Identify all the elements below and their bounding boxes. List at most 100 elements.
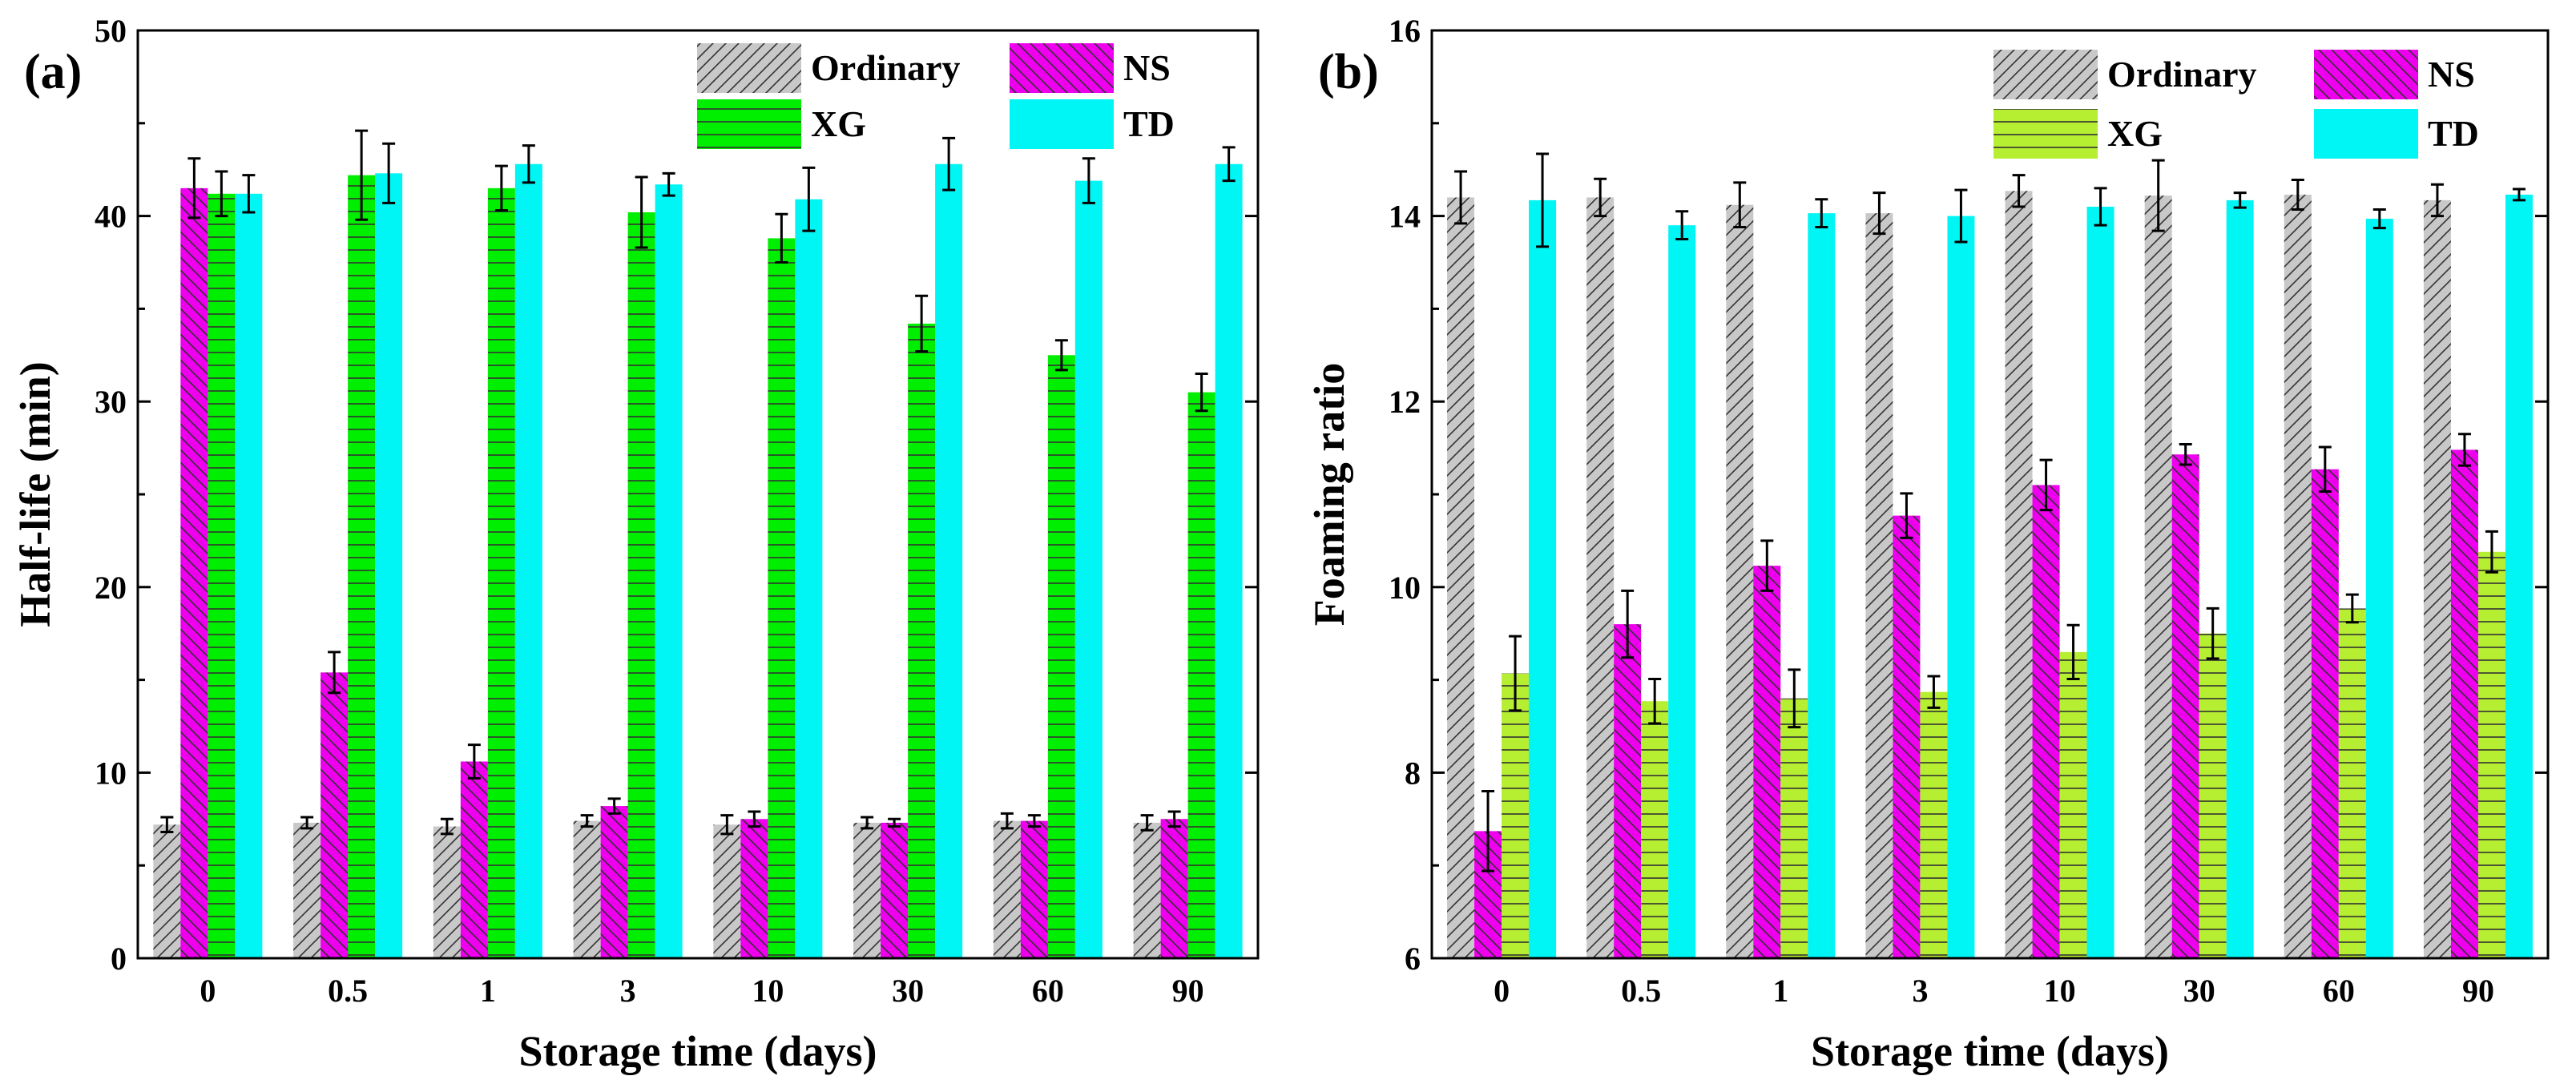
legend-label-xg: XG (811, 103, 866, 144)
error-bar (2430, 183, 2444, 218)
bar-ordinary-1 (1726, 204, 1754, 959)
legend-swatch-td (1010, 99, 1114, 149)
error-bar (1621, 589, 1635, 659)
bar-ns-1 (1753, 566, 1781, 958)
bar-td-30 (2226, 199, 2254, 958)
bar-ordinary-0.5 (1586, 197, 1615, 958)
bar-ns-10 (740, 819, 768, 958)
error-bar (1195, 372, 1208, 413)
y-tick-label: 10 (1389, 570, 1421, 606)
error-bar (888, 817, 901, 828)
error-bar (2318, 445, 2332, 494)
error-bar (1594, 177, 1607, 218)
x-tick-label: 30 (2183, 973, 2215, 1009)
legend-label-td: TD (1123, 103, 1175, 144)
legend-label-td: TD (2428, 113, 2479, 154)
legend-swatch-ns (1010, 43, 1114, 93)
error-bar (662, 171, 675, 197)
error-bar (2233, 191, 2247, 209)
bar-td-1 (1808, 213, 1836, 959)
y-tick-label: 50 (95, 13, 127, 49)
error-bar (1509, 635, 1522, 712)
bar-td-10 (795, 199, 823, 959)
error-bar (2512, 187, 2526, 202)
y-tick-label: 0 (111, 941, 127, 977)
y-tick-label: 14 (1389, 199, 1421, 235)
error-bar (1222, 146, 1236, 183)
error-bar (2372, 208, 2386, 230)
bar-td-0.5 (375, 173, 403, 958)
error-bar (2012, 174, 2026, 208)
x-tick-label: 3 (1912, 973, 1928, 1009)
x-tick-label: 10 (2044, 973, 2076, 1009)
bar-ns-90 (1160, 819, 1188, 958)
bar-xg-10 (768, 238, 796, 959)
error-bar (467, 743, 481, 780)
y-tick-label: 30 (95, 384, 127, 420)
error-bar (494, 164, 508, 212)
error-bar (802, 166, 816, 232)
bar-ns-60 (1020, 820, 1048, 958)
error-bar (2179, 442, 2192, 466)
bar-ordinary-0 (1447, 197, 1475, 958)
bar-ordinary-0.5 (293, 822, 321, 958)
bar-ns-60 (2311, 469, 2339, 958)
error-bar (1140, 814, 1154, 832)
error-bar (915, 294, 929, 353)
error-bar (300, 816, 314, 830)
error-bar (2345, 593, 2359, 624)
error-bar (1927, 675, 1941, 709)
bar-ordinary-90 (1133, 822, 1161, 958)
legend-swatch-ns (2314, 50, 2418, 99)
x-tick-label: 3 (620, 973, 636, 1009)
error-bar (2151, 159, 2165, 232)
error-bar (187, 157, 201, 220)
bar-ns-0.5 (320, 672, 349, 958)
error-bar (635, 175, 648, 249)
y-tick-label: 40 (95, 199, 127, 235)
error-bar (1167, 810, 1181, 828)
error-bar (2206, 606, 2219, 660)
bar-xg-1 (487, 187, 515, 959)
legend-swatch-xg (1993, 109, 2098, 159)
legend-swatch-ordinary (697, 43, 801, 93)
error-bar (2291, 178, 2304, 211)
error-bar (1648, 677, 1662, 725)
error-bar (160, 816, 174, 834)
error-bar (1082, 157, 1095, 204)
bar-td-10 (2086, 207, 2114, 958)
bar-td-60 (2365, 219, 2393, 959)
legend-label-ordinary: Ordinary (2107, 54, 2257, 95)
bar-ns-3 (600, 806, 628, 958)
x-axis-title: Storage time (days) (1811, 1027, 2169, 1075)
error-bar (1733, 181, 1747, 228)
error-bar (522, 144, 535, 184)
error-bar (2039, 458, 2053, 512)
bar-ns-0.5 (1614, 624, 1642, 958)
bar-ordinary-3 (1865, 213, 1893, 959)
x-tick-label: 1 (480, 973, 496, 1009)
y-axis-title: Foaming ratio (1305, 363, 1353, 626)
legend-swatch-td (2314, 109, 2418, 159)
panel-a: 0 10 20 30 40 50 0 0.5 1 3 10 30 60 90 Ordinary NS XG TD (… (11, 13, 1260, 1075)
bar-xg-10 (2059, 651, 2087, 958)
bar-ns-30 (2171, 454, 2199, 958)
panel-label: (a) (24, 45, 82, 99)
error-bar (1954, 188, 1968, 244)
axes-frame-top (136, 29, 1260, 960)
bar-xg-0 (208, 193, 236, 959)
bar-td-90 (1215, 163, 1243, 958)
bar-xg-1 (1780, 698, 1808, 958)
bar-xg-60 (2338, 608, 2366, 958)
error-bar (1027, 814, 1041, 828)
error-bar (861, 816, 874, 830)
error-bar (1482, 790, 1495, 872)
bar-td-90 (2505, 194, 2533, 958)
x-tick-label: 90 (2462, 973, 2494, 1009)
error-bar (215, 170, 228, 218)
axes-frame-top (1430, 29, 2550, 960)
legend-label-ns: NS (2428, 54, 2475, 95)
legend-label-ns: NS (1123, 47, 1171, 88)
bar-xg-0.5 (348, 175, 376, 958)
